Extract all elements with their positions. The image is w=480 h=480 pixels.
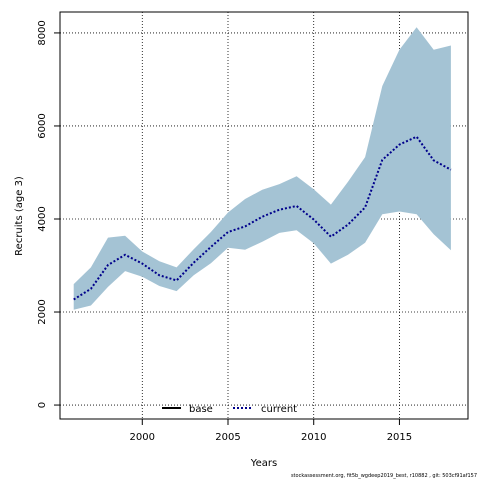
x-tick-label: 2000 xyxy=(130,432,155,443)
grid-lines xyxy=(60,12,468,419)
y-tick-label: 8000 xyxy=(37,20,48,45)
x-tick-label: 2005 xyxy=(215,432,240,443)
estimate-line-current xyxy=(73,135,452,301)
uncertainty-band xyxy=(73,27,451,310)
y-tick-label: 6000 xyxy=(37,113,48,138)
y-axis: 0 2000 4000 6000 8000 xyxy=(37,20,60,408)
y-axis-title: Recruits (age 3) xyxy=(14,176,25,256)
x-tick-label: 2010 xyxy=(301,432,326,443)
x-tick-label: 2015 xyxy=(387,432,412,443)
legend-base-label: base xyxy=(189,404,213,415)
y-tick-label: 2000 xyxy=(37,299,48,324)
footer-credit: stockassessment.org, fit5b_wgdeep2019_be… xyxy=(291,473,477,479)
y-tick-label: 4000 xyxy=(37,206,48,231)
legend: base current xyxy=(162,404,297,415)
x-axis: 2000 2005 2010 2015 xyxy=(130,419,412,443)
x-axis-title: Years xyxy=(250,458,277,469)
legend-current-label: current xyxy=(261,404,297,415)
y-tick-label: 0 xyxy=(37,402,48,408)
plot-frame xyxy=(59,11,469,420)
